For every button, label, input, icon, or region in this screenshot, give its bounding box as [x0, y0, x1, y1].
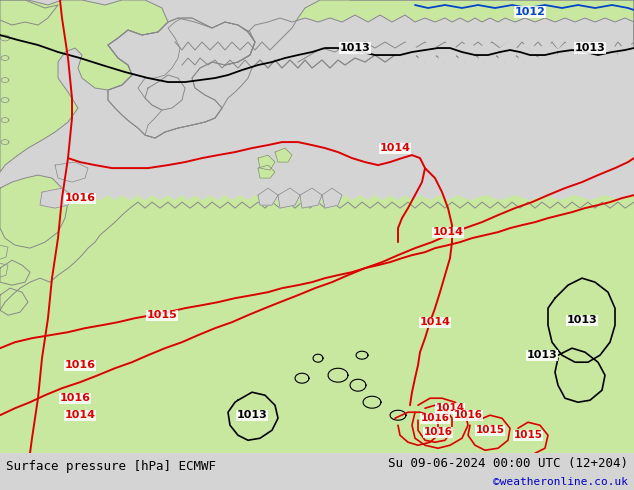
Polygon shape: [300, 188, 322, 208]
Text: ©weatheronline.co.uk: ©weatheronline.co.uk: [493, 477, 628, 487]
Polygon shape: [1, 55, 9, 60]
Text: 1016: 1016: [65, 193, 96, 203]
Polygon shape: [1, 77, 9, 82]
Polygon shape: [275, 148, 292, 162]
Text: 1016: 1016: [60, 393, 91, 403]
Polygon shape: [0, 260, 30, 285]
Polygon shape: [55, 162, 88, 182]
Polygon shape: [458, 42, 478, 62]
Text: 1016: 1016: [453, 410, 482, 420]
Text: 1014: 1014: [380, 143, 410, 153]
Text: 1014: 1014: [432, 227, 463, 237]
Text: 1013: 1013: [527, 350, 557, 360]
Polygon shape: [138, 18, 255, 138]
Polygon shape: [182, 0, 634, 68]
Polygon shape: [0, 288, 28, 315]
Text: 1016: 1016: [65, 360, 96, 370]
Text: 1013: 1013: [574, 43, 605, 53]
Polygon shape: [328, 368, 348, 382]
Polygon shape: [0, 0, 58, 25]
Polygon shape: [618, 42, 634, 62]
Polygon shape: [0, 195, 634, 453]
Polygon shape: [350, 379, 366, 391]
Polygon shape: [558, 42, 578, 62]
Polygon shape: [578, 42, 598, 62]
Polygon shape: [0, 0, 168, 172]
Polygon shape: [438, 42, 458, 62]
Text: 1013: 1013: [567, 315, 597, 325]
Polygon shape: [380, 0, 440, 22]
Polygon shape: [40, 188, 72, 208]
Text: 1016: 1016: [424, 427, 453, 437]
Polygon shape: [295, 373, 309, 383]
Polygon shape: [278, 188, 300, 208]
Polygon shape: [1, 98, 9, 102]
Polygon shape: [145, 75, 185, 110]
Polygon shape: [322, 188, 342, 208]
Text: 1013: 1013: [236, 410, 268, 420]
Polygon shape: [0, 175, 68, 248]
Text: 1014: 1014: [436, 403, 465, 413]
Polygon shape: [108, 18, 255, 138]
Polygon shape: [0, 244, 8, 260]
Polygon shape: [395, 42, 418, 62]
Polygon shape: [538, 42, 558, 62]
Polygon shape: [175, 0, 634, 62]
Text: Su 09-06-2024 00:00 UTC (12+204): Su 09-06-2024 00:00 UTC (12+204): [387, 457, 628, 470]
Text: Surface pressure [hPa] ECMWF: Surface pressure [hPa] ECMWF: [6, 460, 216, 473]
Polygon shape: [498, 42, 518, 62]
Polygon shape: [108, 15, 634, 138]
Text: 1015: 1015: [476, 425, 505, 435]
Polygon shape: [258, 155, 275, 170]
Polygon shape: [418, 42, 438, 62]
Text: 1014: 1014: [420, 317, 451, 327]
Polygon shape: [518, 42, 538, 62]
Polygon shape: [478, 42, 498, 62]
Polygon shape: [258, 188, 278, 205]
Text: 1014: 1014: [65, 410, 96, 420]
Text: 1012: 1012: [515, 7, 545, 17]
Text: 1015: 1015: [146, 310, 178, 320]
Polygon shape: [390, 410, 406, 420]
Polygon shape: [598, 42, 618, 62]
Polygon shape: [258, 165, 275, 178]
Polygon shape: [1, 35, 10, 41]
Polygon shape: [356, 351, 368, 359]
Polygon shape: [1, 118, 9, 122]
Polygon shape: [0, 262, 8, 278]
Polygon shape: [1, 140, 9, 145]
Text: 1013: 1013: [340, 43, 370, 53]
Polygon shape: [313, 354, 323, 362]
Polygon shape: [363, 396, 381, 408]
Text: 1016: 1016: [420, 413, 450, 423]
Text: 1015: 1015: [514, 430, 543, 440]
